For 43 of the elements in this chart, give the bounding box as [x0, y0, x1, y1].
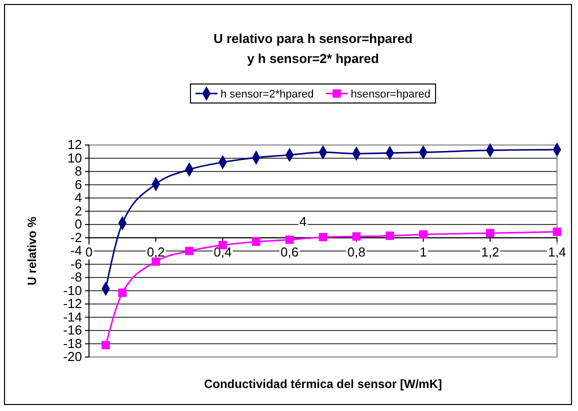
- y-tick-label: -20: [63, 349, 82, 364]
- point: [185, 246, 194, 256]
- legend-label: h sensor=2*hpared: [220, 88, 314, 100]
- legend-label: hsensor=hpared: [350, 88, 431, 100]
- point: [419, 230, 428, 239]
- y-tick-label: 10: [68, 150, 82, 166]
- x-tick-label: 0: [85, 244, 93, 260]
- x-tick-label: 0,2: [146, 244, 165, 260]
- point: [352, 232, 361, 241]
- point: [386, 232, 394, 240]
- point: [152, 257, 160, 266]
- point: [102, 340, 110, 350]
- annotation: 4: [299, 214, 307, 229]
- y-tick-label: 2: [74, 203, 82, 218]
- y-tick-label: -10: [63, 282, 82, 298]
- y-tick-label: -2: [70, 230, 82, 245]
- y-tick-label: 4: [74, 190, 82, 206]
- x-axis-title: Conductividad térmica del sensor [W/mK]: [204, 377, 442, 391]
- chart-title: U relativo para h sensor=hpared y h sensor=2* hpared: [213, 31, 413, 66]
- y-tick-label: -14: [63, 309, 82, 324]
- y-tick-label: -8: [70, 270, 82, 285]
- x-tick-label: 1,4: [548, 244, 566, 260]
- y-tick-label: 8: [74, 164, 82, 179]
- y-tick-label: -6: [70, 256, 82, 272]
- x-tick-label: 0,4: [214, 244, 232, 260]
- y-tick-label: -16: [63, 322, 82, 338]
- y-tick-label: 12: [68, 137, 82, 152]
- y-axis-title: U relativo %: [25, 216, 39, 286]
- x-tick-label: 0,8: [347, 244, 366, 260]
- y-tick-label: 6: [74, 176, 82, 192]
- y-tick-label: -18: [63, 336, 82, 351]
- x-tick-label: 1: [420, 244, 427, 260]
- x-tick-label: 1,2: [481, 244, 500, 260]
- point: [486, 228, 494, 238]
- point: [318, 232, 328, 242]
- x-tick-label: 0,6: [280, 244, 299, 260]
- point: [252, 238, 260, 246]
- y-tick-label: -4: [70, 243, 82, 258]
- point: [285, 236, 294, 244]
- y-tick-label: -12: [63, 296, 82, 312]
- point: [552, 228, 562, 236]
- point: [118, 288, 127, 297]
- y-tick-label: 0: [74, 216, 82, 232]
